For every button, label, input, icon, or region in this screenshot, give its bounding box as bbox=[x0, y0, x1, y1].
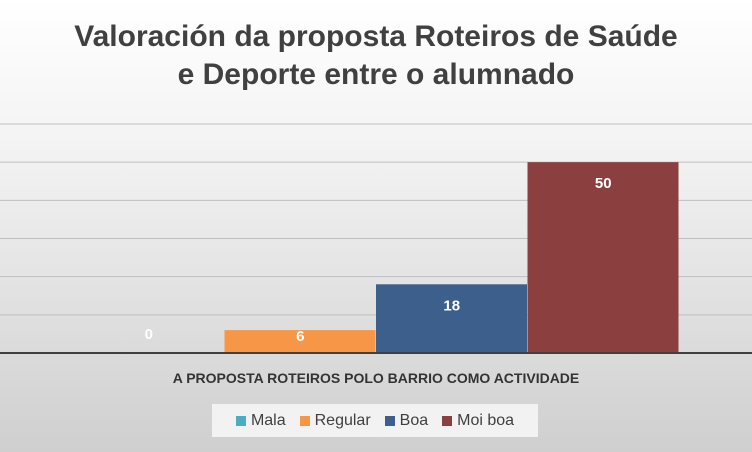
legend-swatch bbox=[299, 415, 310, 426]
data-label-moi-boa: 50 bbox=[595, 175, 612, 192]
legend-swatch bbox=[235, 415, 246, 426]
legend-item-boa: Boa bbox=[384, 411, 429, 430]
legend-item-moi-boa: Moi boa bbox=[442, 412, 514, 430]
data-label-regular: 6 bbox=[296, 328, 304, 345]
legend-swatch bbox=[384, 415, 395, 426]
legend-label: Moi boa bbox=[457, 411, 515, 429]
x-category-label: A PROPOSTA ROTEIROS POLO BARRIO COMO ACT… bbox=[172, 370, 580, 386]
legend-swatch bbox=[442, 415, 453, 426]
legend: Mala Regular Boa Moi boa bbox=[212, 404, 538, 437]
legend-item-regular: Regular bbox=[299, 411, 371, 430]
legend-item-mala: Mala bbox=[235, 411, 286, 430]
legend-label: Mala bbox=[250, 411, 286, 429]
bars bbox=[224, 162, 679, 353]
bar-moi-boa bbox=[527, 162, 679, 353]
legend-label: Boa bbox=[399, 411, 429, 429]
data-label-boa: 18 bbox=[443, 297, 460, 314]
chart-title: Valoración da proposta Roteiros de Saúde… bbox=[74, 20, 678, 91]
data-label-mala: 0 bbox=[145, 326, 153, 343]
data-labels: 0 6 18 50 bbox=[145, 175, 612, 345]
bar-regular bbox=[224, 330, 376, 353]
legend-label: Regular bbox=[314, 411, 371, 429]
bar-boa bbox=[376, 284, 527, 353]
